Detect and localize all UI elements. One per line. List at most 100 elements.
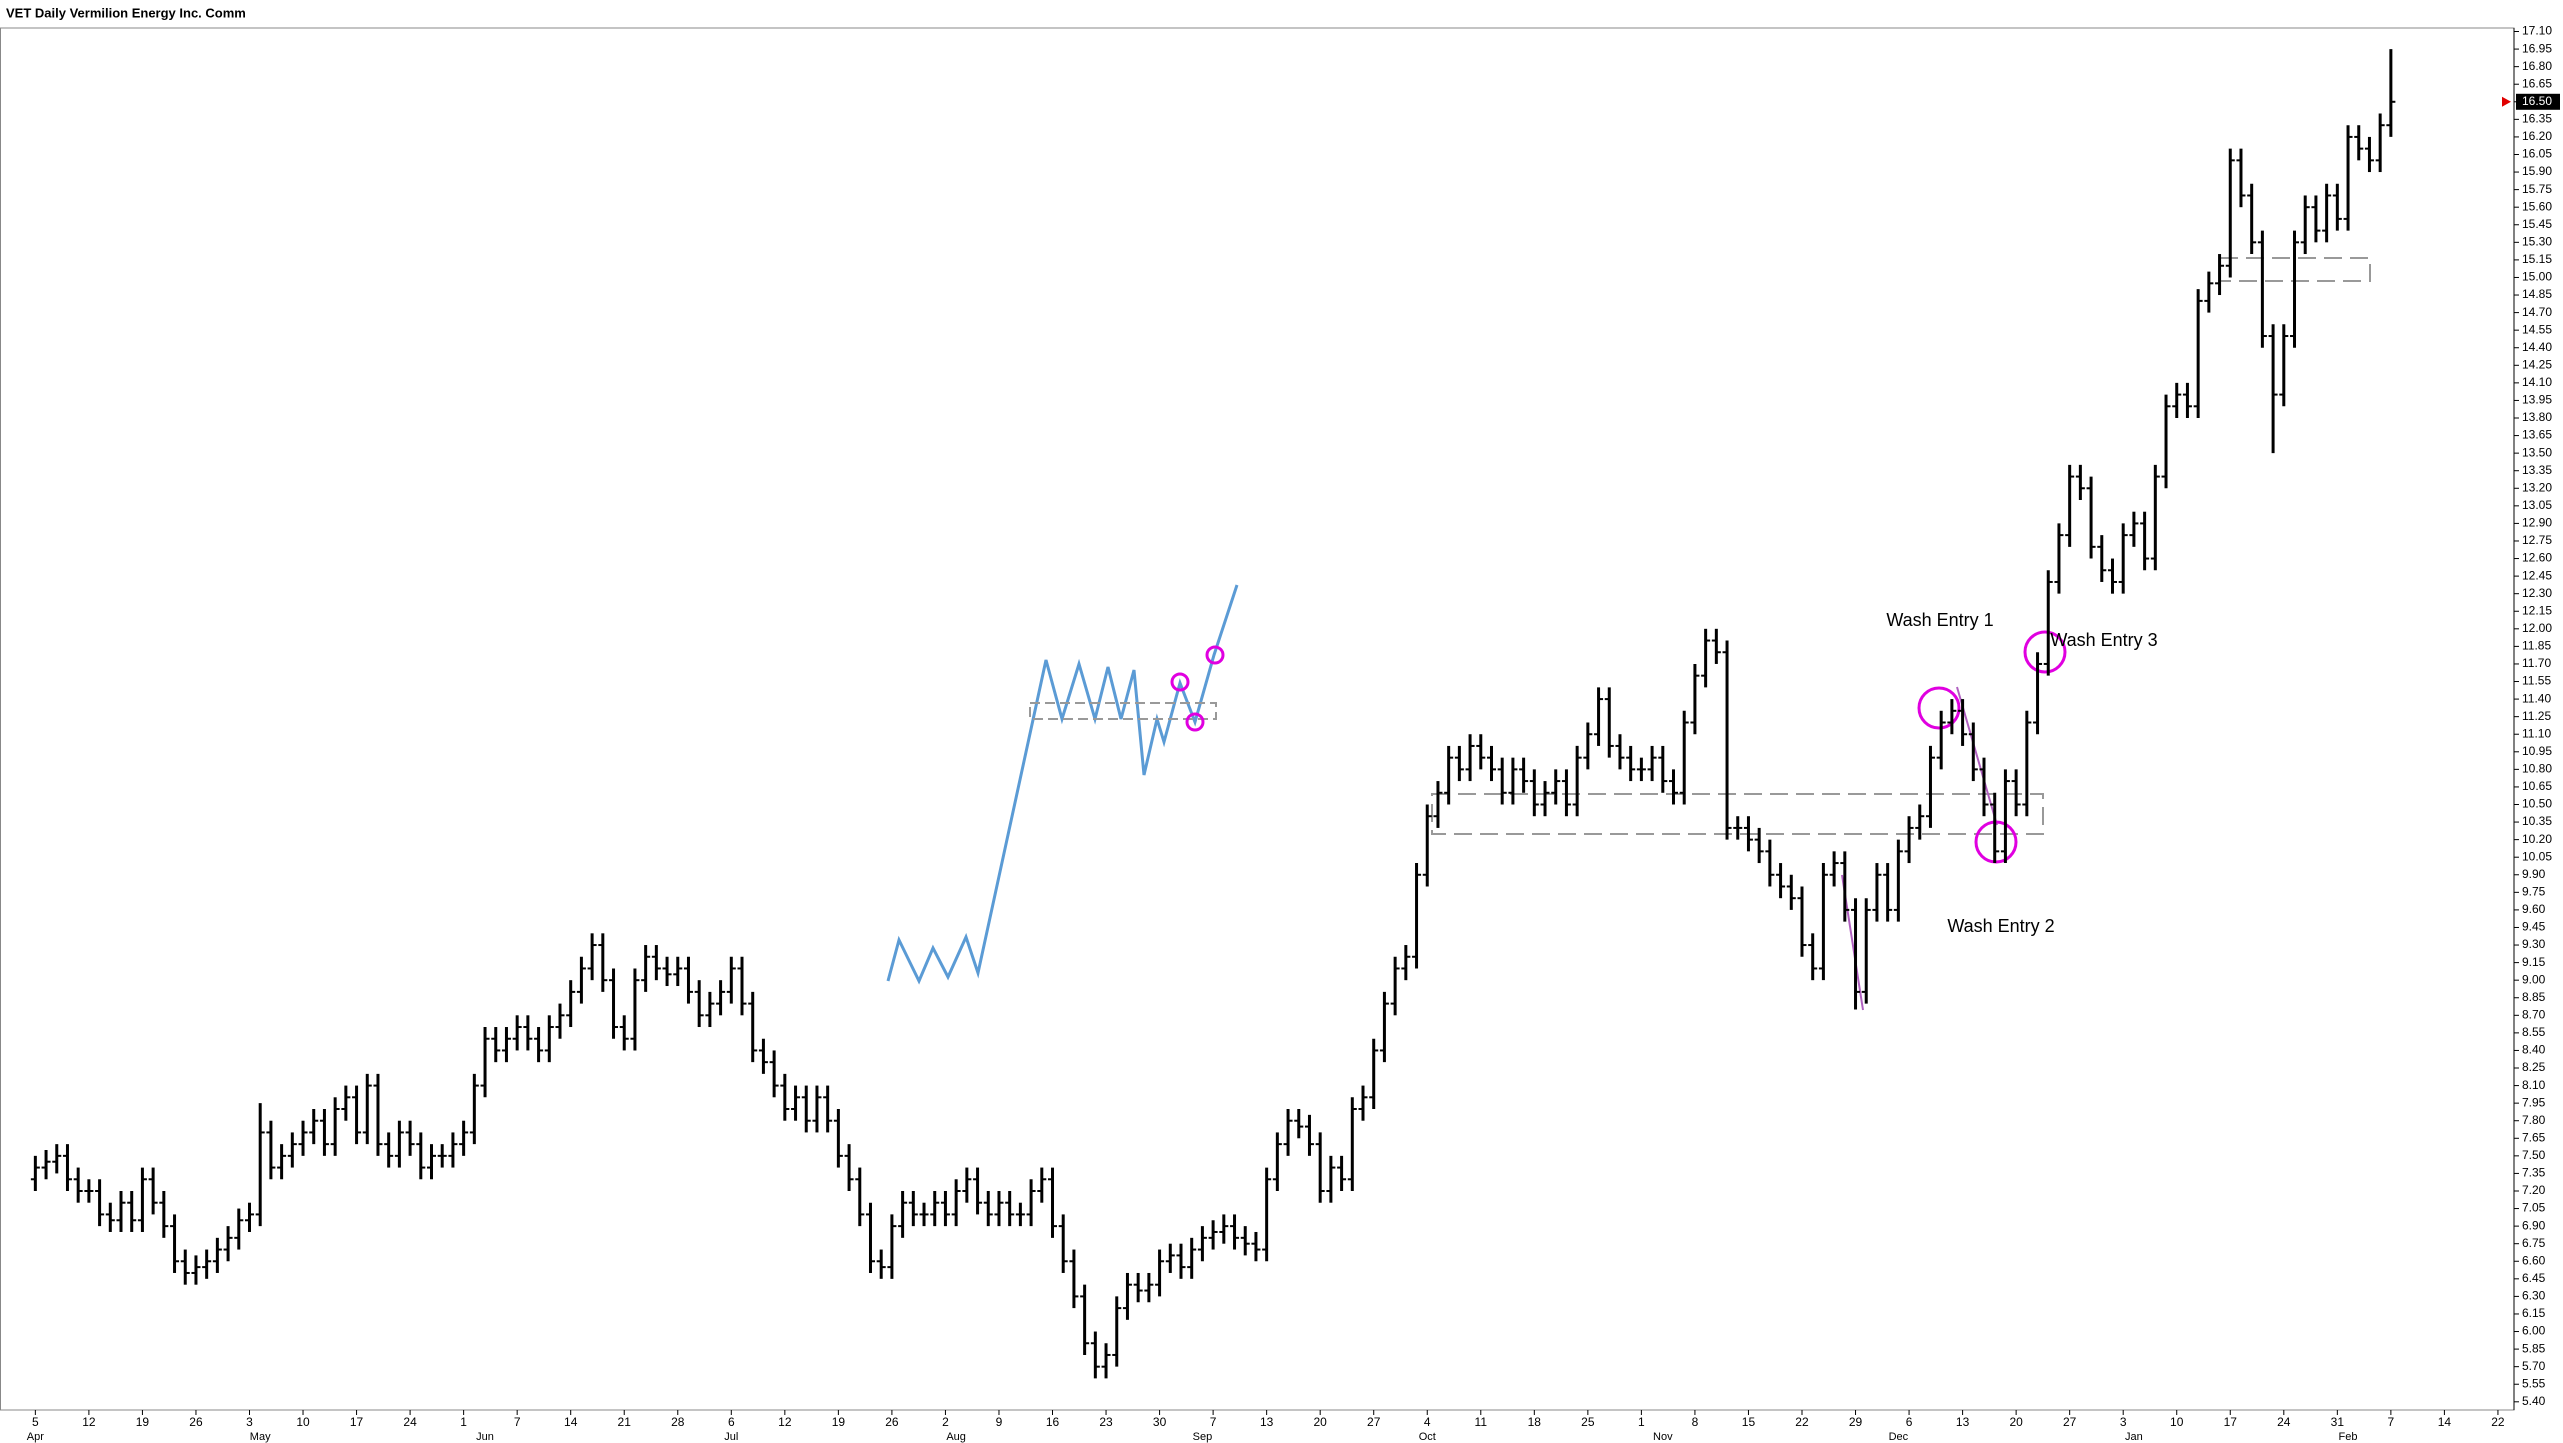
x-tick-label: 17 [2224,1415,2238,1429]
y-tick-label: 7.20 [2522,1183,2546,1197]
y-tick-label: 8.40 [2522,1043,2546,1057]
y-tick-label: 10.05 [2522,849,2552,863]
sketch-circle [1185,712,1205,732]
y-tick-label: 7.50 [2522,1148,2546,1162]
x-tick-label: 7 [2388,1415,2395,1429]
y-tick-label: 13.65 [2522,428,2552,442]
month-label: Feb [2339,1431,2358,1443]
y-tick-label: 13.20 [2522,480,2552,494]
y-tick-label: 6.75 [2522,1236,2546,1250]
y-tick-label: 15.90 [2522,164,2552,178]
y-tick-label: 12.30 [2522,586,2552,600]
y-tick-label: 16.20 [2522,129,2552,143]
y-tick-label: 8.70 [2522,1007,2546,1021]
x-tick-label: 29 [1849,1415,1863,1429]
y-tick-label: 9.90 [2522,867,2546,881]
x-tick-label: 10 [296,1415,310,1429]
y-tick-label: 9.60 [2522,902,2546,916]
y-tick-label: 10.35 [2522,814,2552,828]
last-price-box [2516,93,2560,110]
entry-circle [2023,630,2067,674]
y-tick-label: 12.75 [2522,533,2552,547]
x-tick-label: 10 [2170,1415,2184,1429]
month-label: Aug [946,1431,966,1443]
x-tick-label: 27 [2063,1415,2077,1429]
y-tick-label: 8.85 [2522,990,2546,1004]
month-label: Dec [1889,1431,1909,1443]
x-tick-label: 2 [942,1415,949,1429]
y-tick-label: 10.95 [2522,744,2552,758]
y-tick-label: 6.45 [2522,1271,2546,1285]
x-tick-label: 19 [832,1415,846,1429]
x-tick-label: 19 [136,1415,150,1429]
x-tick-label: 23 [1099,1415,1113,1429]
y-tick-label: 10.80 [2522,762,2552,776]
x-tick-label: 25 [1581,1415,1595,1429]
last-price-arrow [2502,96,2511,107]
y-tick-label: 14.85 [2522,287,2552,301]
y-tick-label: 10.50 [2522,797,2552,811]
month-label: Apr [27,1431,44,1443]
x-tick-label: 17 [350,1415,364,1429]
x-tick-label: 22 [2491,1415,2505,1429]
y-tick-label: 16.35 [2522,112,2552,126]
y-tick-label: 13.95 [2522,393,2552,407]
month-label: Jan [2125,1431,2143,1443]
y-tick-label: 14.10 [2522,375,2552,389]
x-tick-label: 14 [2438,1415,2452,1429]
y-tick-label: 11.85 [2522,639,2551,653]
y-tick-label: 15.00 [2522,270,2552,284]
y-tick-label: 11.25 [2522,709,2551,723]
y-tick-label: 10.20 [2522,832,2552,846]
y-tick-label: 12.00 [2522,621,2552,635]
chart-title: VET Daily Vermilion Energy Inc. Comm [6,5,246,20]
annotation: Wash Entry 2 [1947,916,2054,936]
month-label: May [250,1431,271,1443]
y-tick-label: 14.25 [2522,357,2552,371]
y-tick-label: 13.80 [2522,410,2552,424]
x-tick-label: 26 [189,1415,203,1429]
y-tick-label: 8.10 [2522,1078,2546,1092]
y-tick-label: 13.50 [2522,445,2552,459]
x-tick-label: 16 [1046,1415,1060,1429]
sketch-circle [1170,672,1190,692]
annotation: Wash Entry 3 [2050,630,2157,650]
y-tick-label: 16.80 [2522,59,2552,73]
y-tick-label: 17.10 [2522,24,2552,38]
y-tick-label: 14.55 [2522,322,2552,336]
y-tick-label: 14.40 [2522,340,2552,354]
y-tick-label: 7.35 [2522,1166,2546,1180]
y-tick-label: 8.25 [2522,1060,2546,1074]
y-tick-label: 16.05 [2522,147,2552,161]
y-tick-label: 9.75 [2522,885,2546,899]
y-tick-label: 7.05 [2522,1201,2546,1215]
x-tick-label: 13 [1956,1415,1970,1429]
y-tick-label: 15.75 [2522,182,2552,196]
last-price-label: 16.50 [2522,94,2552,108]
x-tick-label: 6 [728,1415,735,1429]
y-tick-label: 13.35 [2522,463,2552,477]
x-tick-label: 7 [514,1415,521,1429]
x-tick-label: 5 [32,1415,39,1429]
y-tick-label: 5.40 [2522,1394,2546,1408]
y-tick-label: 10.65 [2522,779,2552,793]
y-tick-label: 11.70 [2522,656,2551,670]
y-tick-label: 12.90 [2522,516,2552,530]
y-tick-label: 9.30 [2522,937,2546,951]
y-tick-label: 7.65 [2522,1130,2546,1144]
x-tick-label: 6 [1906,1415,1913,1429]
entry-circle [1917,686,1961,730]
y-tick-label: 5.70 [2522,1359,2546,1373]
y-tick-label: 12.15 [2522,603,2552,617]
y-tick-label: 9.15 [2522,955,2546,969]
x-tick-label: 4 [1424,1415,1431,1429]
x-tick-label: 12 [778,1415,792,1429]
x-tick-label: 22 [1795,1415,1809,1429]
y-tick-label: 16.95 [2522,41,2552,55]
y-tick-label: 15.60 [2522,199,2552,213]
x-tick-label: 20 [2009,1415,2023,1429]
y-tick-label: 15.45 [2522,217,2552,231]
x-tick-label: 12 [82,1415,96,1429]
